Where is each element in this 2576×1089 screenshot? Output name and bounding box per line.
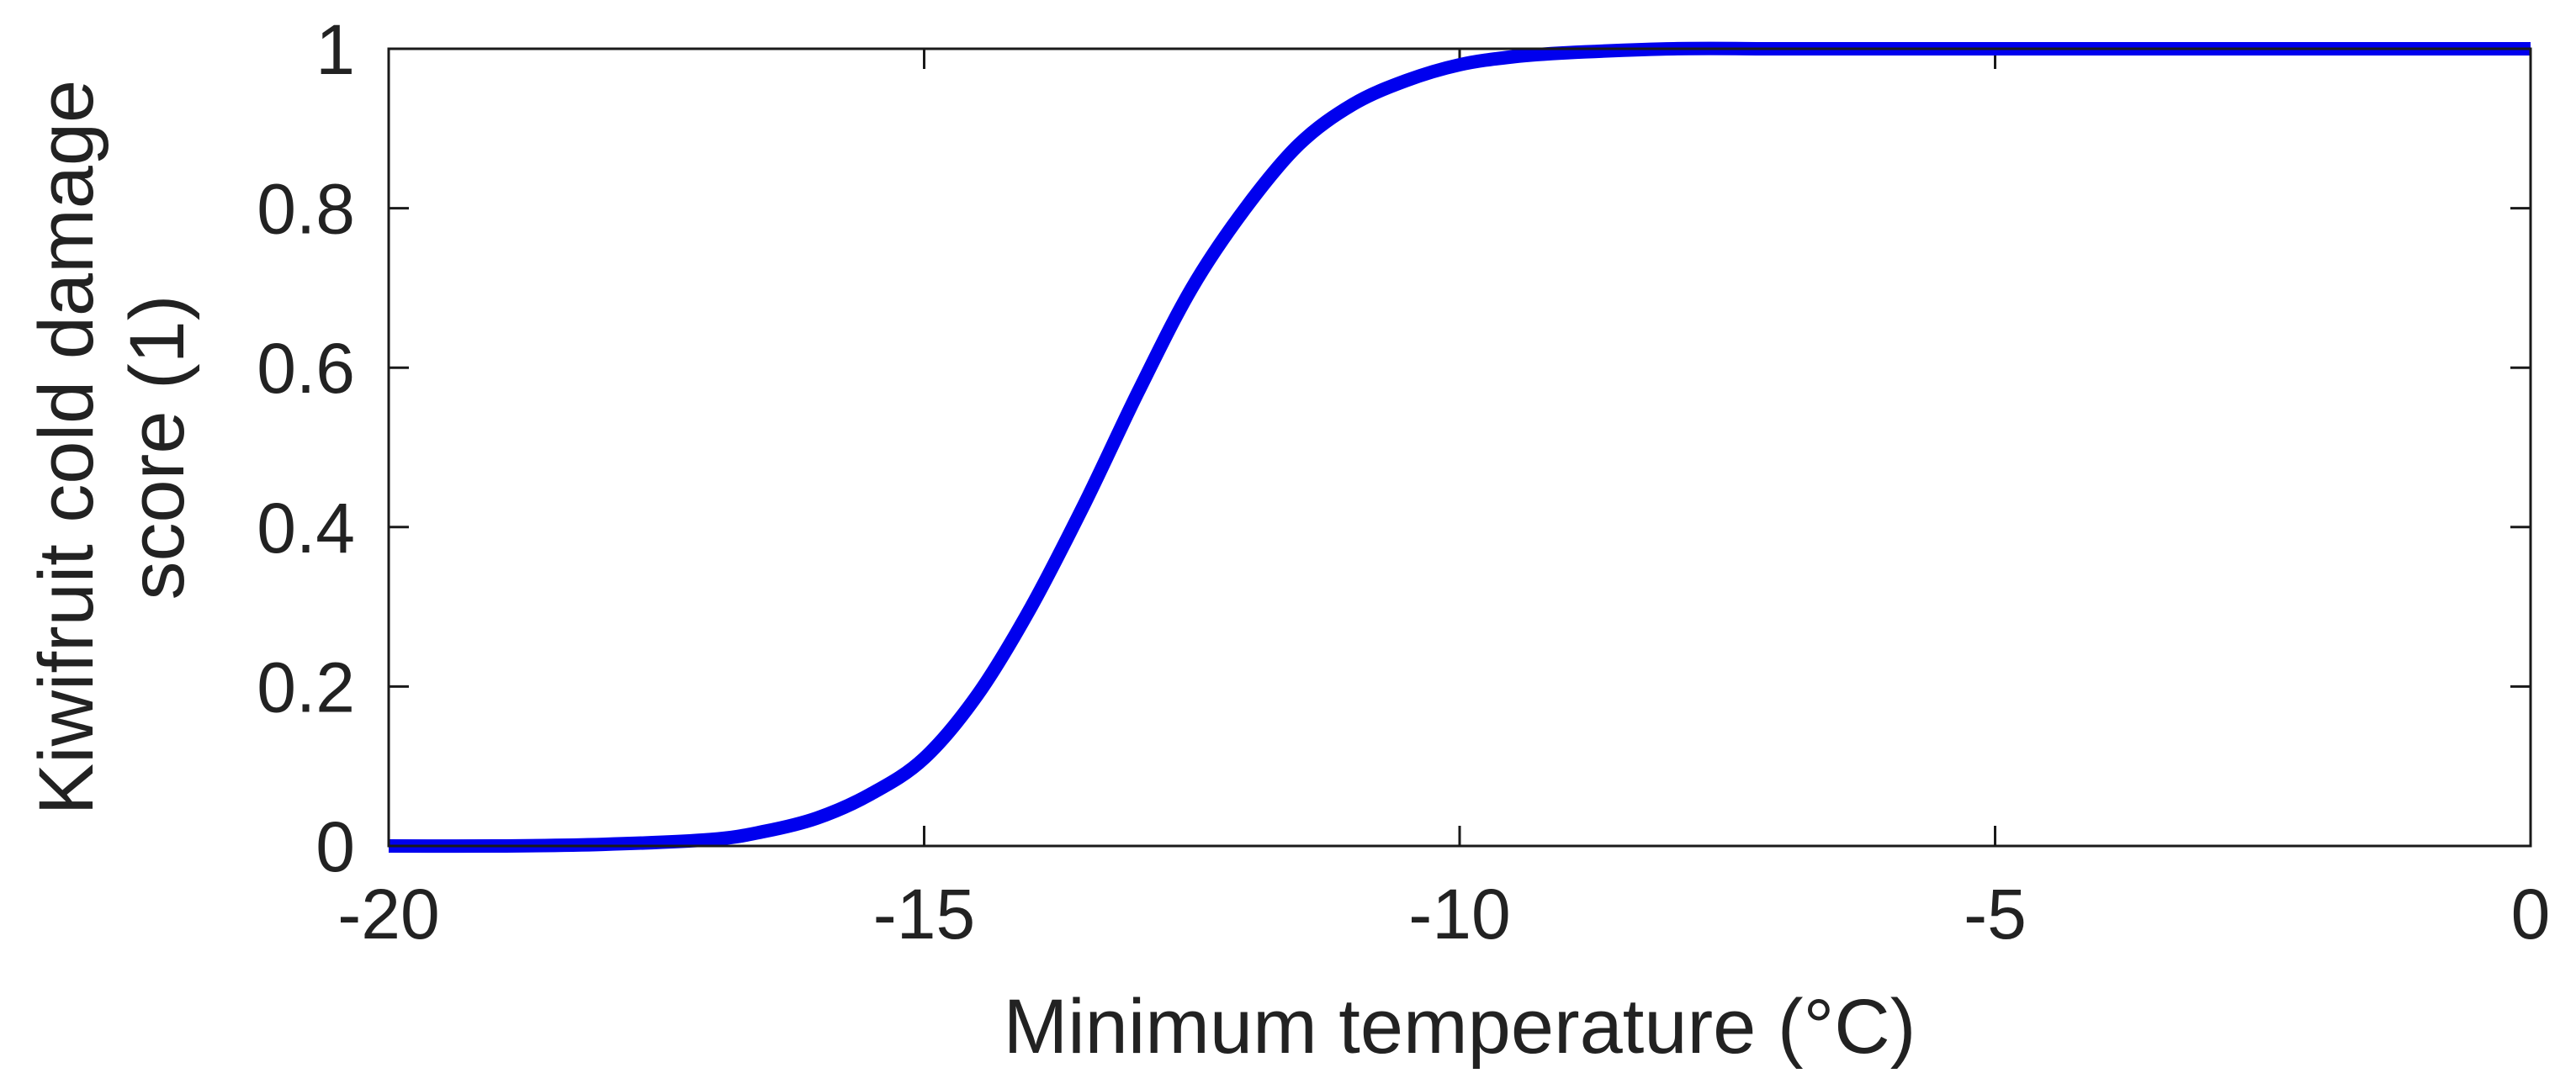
x-tick-label-2: -10 bbox=[1408, 875, 1510, 954]
y-tick-label-5: 1 bbox=[315, 10, 355, 89]
y-tick-label-2: 0.4 bbox=[257, 489, 355, 568]
y-tick-label-0: 0 bbox=[315, 807, 355, 886]
x-tick-label-0: -20 bbox=[337, 875, 439, 954]
y-axis-label-line-1: Kiwifruit cold damage bbox=[24, 80, 109, 815]
y-tick-labels: 0 0.2 0.4 0.6 0.8 1 bbox=[257, 10, 355, 886]
y-tick-label-4: 0.8 bbox=[257, 170, 355, 249]
x-tick-labels: -20 -15 -10 -5 0 bbox=[337, 875, 2550, 954]
y-axis-label-line-2: score (1) bbox=[114, 295, 200, 600]
x-tick-label-3: -5 bbox=[1964, 875, 2027, 954]
x-tick-label-1: -15 bbox=[873, 875, 975, 954]
y-tick-label-1: 0.2 bbox=[257, 648, 355, 727]
plot-area-frame bbox=[387, 47, 2532, 848]
x-tick-label-4: 0 bbox=[2511, 875, 2551, 954]
y-tick-label-3: 0.6 bbox=[257, 329, 355, 408]
x-axis-label: Minimum temperature (°C) bbox=[1004, 984, 1916, 1070]
